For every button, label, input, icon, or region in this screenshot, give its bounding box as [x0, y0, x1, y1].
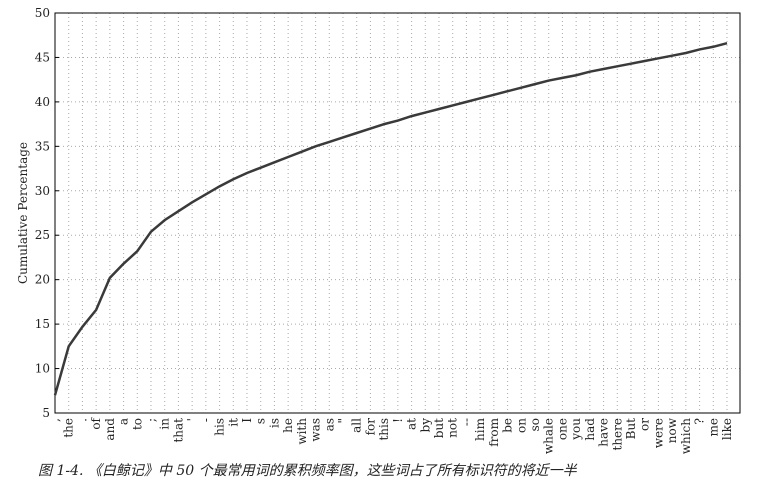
x-tick-label: But	[624, 418, 638, 440]
x-tick-label: as	[322, 418, 336, 431]
x-tick-label: "	[336, 418, 350, 424]
x-tick-label: him	[473, 417, 487, 441]
y-tick-label: 35	[35, 139, 50, 153]
x-tick-label: one	[555, 418, 569, 440]
x-tick-label: was	[309, 418, 323, 442]
x-tick-label: the	[62, 418, 76, 438]
x-tick-label: s	[254, 418, 268, 424]
x-tick-label: of	[89, 416, 103, 429]
x-tick-label: all	[350, 418, 364, 433]
caption: 图 1-4. 《白鲸记》中 50 个最常用词的累积频率图，这些词占了所有标识符的…	[38, 463, 578, 479]
y-tick-label: 40	[35, 95, 50, 109]
x-tick-label: and	[103, 418, 117, 441]
y-tick-label: 25	[35, 228, 50, 242]
x-tick-label: with	[295, 418, 309, 445]
x-tick-label: me	[706, 418, 720, 436]
x-tick-label: at	[405, 418, 419, 430]
y-tick-label: 30	[35, 184, 50, 198]
y-tick-label: 20	[35, 273, 50, 287]
x-tick-label: were	[651, 418, 665, 448]
x-tick-label: so	[528, 418, 542, 431]
x-tick-label: --	[459, 418, 473, 426]
x-tick-label: to	[130, 418, 144, 430]
x-tick-label: whale	[542, 418, 556, 454]
y-tick-label: 5	[42, 406, 50, 420]
y-tick-label: 45	[35, 50, 50, 64]
y-tick-label: 50	[35, 6, 50, 20]
x-tick-label: -	[199, 418, 213, 422]
plot-frame	[54, 12, 741, 414]
x-tick-label: have	[597, 418, 611, 447]
x-tick-label: there	[610, 418, 624, 451]
x-tick-label: or	[638, 418, 652, 431]
y-tick-label: 10	[35, 362, 50, 376]
x-tick-label: had	[583, 418, 597, 441]
x-tick-label: ,	[48, 418, 62, 422]
x-tick-label: a	[117, 418, 131, 425]
x-tick-label: his	[213, 418, 227, 436]
y-axis-label: Cumulative Percentage	[16, 142, 30, 284]
x-tick-label: that	[171, 418, 185, 443]
x-tick-label: you	[569, 418, 583, 441]
x-tick-label: now	[665, 417, 679, 443]
x-tick-label: be	[501, 418, 515, 433]
x-tick-label: ;	[144, 418, 158, 422]
x-tick-label: like	[720, 418, 734, 440]
x-tick-label: on	[514, 418, 528, 433]
x-tick-label: I	[240, 418, 254, 423]
x-tick-label: this	[377, 418, 391, 441]
x-tick-label: .	[75, 418, 89, 422]
y-tick-label: 15	[35, 317, 50, 331]
x-tick-label: not	[446, 418, 460, 438]
x-tick-label: is	[267, 418, 281, 428]
x-tick-label: it	[226, 418, 240, 427]
x-tick-label: from	[487, 417, 501, 446]
x-tick-label: !	[391, 418, 405, 423]
x-tick-label: but	[432, 418, 446, 438]
x-tick-label: by	[418, 418, 432, 433]
x-tick-label: ?	[693, 418, 707, 424]
line	[53, 42, 728, 396]
x-tick-label: he	[281, 418, 295, 433]
x-tick-label: for	[363, 418, 377, 436]
x-tick-label: in	[158, 418, 172, 430]
x-tick-label: which	[679, 418, 693, 455]
x-tick-label: '	[185, 418, 199, 421]
